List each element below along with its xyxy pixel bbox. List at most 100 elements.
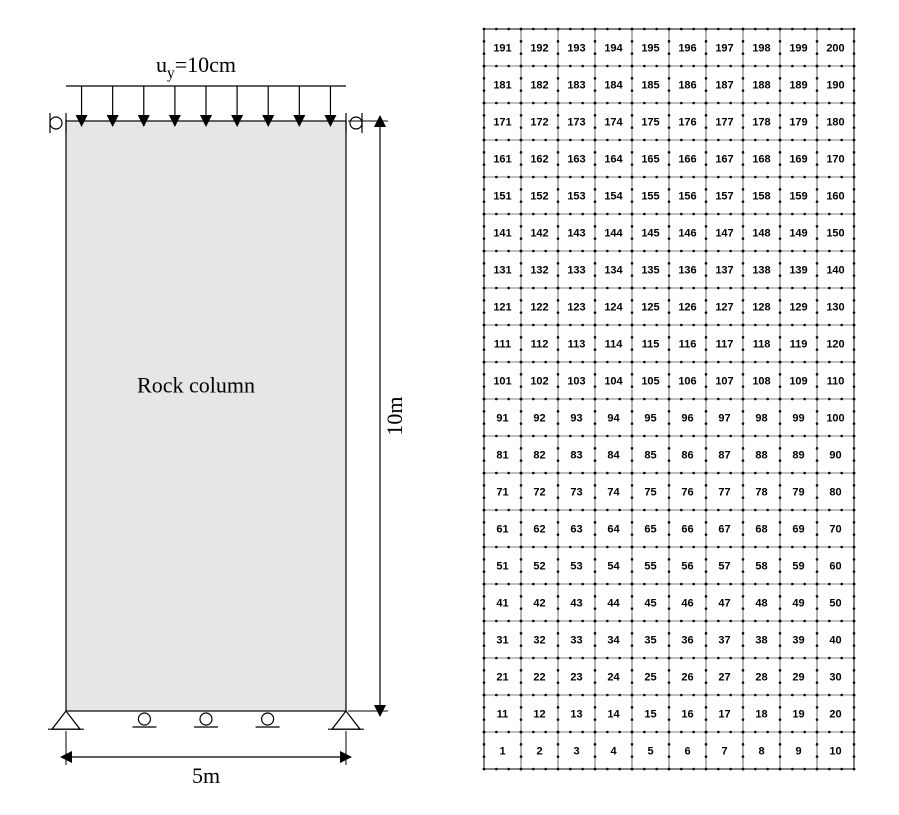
mesh-cell-number: 180: [826, 117, 844, 129]
roller-support-bottom: [256, 713, 280, 727]
mesh-cell-number: 195: [641, 43, 659, 55]
mesh-cell-number: 100: [826, 413, 844, 425]
mesh-cell-number: 186: [678, 80, 696, 92]
mesh-cell-number: 120: [826, 339, 844, 351]
mesh-cell-number: 134: [604, 265, 623, 277]
mesh-cell-number: 141: [493, 228, 511, 240]
mesh-cell-number: 53: [570, 561, 582, 573]
mesh-cell-number: 181: [493, 80, 511, 92]
mesh-cell-number: 158: [752, 191, 770, 203]
mesh-cell-number: 142: [530, 228, 548, 240]
mesh-cell-number: 112: [531, 339, 549, 351]
roller-support-bottom: [194, 713, 218, 727]
mesh-cell-number: 13: [570, 709, 582, 721]
mesh-cell-number: 31: [496, 635, 508, 647]
mesh-cell-number: 182: [530, 80, 548, 92]
mesh-cell-number: 165: [641, 154, 659, 166]
mesh-cell-number: 193: [567, 43, 585, 55]
mesh-cell-number: 101: [493, 376, 511, 388]
mesh-cell-number: 59: [792, 561, 804, 573]
mesh-cell-number: 49: [792, 598, 804, 610]
mesh-cell-number: 97: [718, 413, 730, 425]
mesh-cell-number: 56: [681, 561, 693, 573]
mesh-cell-number: 200: [826, 43, 844, 55]
mesh-cell-number: 155: [641, 191, 659, 203]
mesh-cell-number: 140: [826, 265, 844, 277]
mesh-cell-number: 84: [607, 450, 620, 462]
mesh-cell-number: 115: [642, 339, 660, 351]
mesh-cell-number: 34: [607, 635, 620, 647]
mesh-cell-number: 170: [826, 154, 844, 166]
mesh-cell-number: 151: [493, 191, 511, 203]
mesh-cell-number: 153: [567, 191, 585, 203]
mesh-cell-number: 96: [681, 413, 693, 425]
mesh-cell-number: 105: [641, 376, 659, 388]
mesh-cell-number: 176: [678, 117, 696, 129]
pin-support: [48, 711, 84, 729]
mesh-cell-number: 172: [530, 117, 548, 129]
mesh-cell-number: 38: [755, 635, 767, 647]
rock-column-rect: [66, 121, 346, 711]
roller-support-top: [50, 113, 66, 133]
load-label: uy=10cm: [156, 52, 236, 82]
mesh-cell-number: 5: [647, 746, 653, 758]
mesh-cell-number: 199: [789, 43, 807, 55]
mesh-cell-number: 102: [530, 376, 548, 388]
mesh-cell-number: 124: [604, 302, 623, 314]
mesh-cell-number: 51: [496, 561, 508, 573]
mesh-cell-number: 43: [570, 598, 582, 610]
roller-support-bottom: [132, 713, 156, 727]
mesh-cell-number: 191: [493, 43, 511, 55]
mesh-cell-number: 116: [679, 339, 697, 351]
mesh-cell-number: 37: [718, 635, 730, 647]
mesh-cell-number: 35: [644, 635, 656, 647]
mesh-cell-number: 95: [644, 413, 656, 425]
mesh-cell-number: 82: [533, 450, 545, 462]
mesh-cell-number: 6: [684, 746, 690, 758]
mesh-cell-number: 130: [826, 302, 844, 314]
width-dim-label: 5m: [192, 763, 220, 788]
mesh-cell-number: 62: [533, 524, 545, 536]
mesh-cell-number: 58: [755, 561, 767, 573]
mesh-cell-number: 23: [570, 672, 582, 684]
mesh-cell-number: 157: [715, 191, 733, 203]
mesh-cell-number: 119: [790, 339, 808, 351]
mesh-cell-number: 39: [792, 635, 804, 647]
mesh-cell-number: 185: [641, 80, 659, 92]
mesh-cell-number: 40: [829, 635, 841, 647]
mesh-cell-number: 177: [715, 117, 733, 129]
mesh-cell-number: 48: [755, 598, 767, 610]
mesh-cell-number: 12: [533, 709, 545, 721]
mesh-cell-number: 131: [493, 265, 511, 277]
mesh-cell-number: 121: [493, 302, 511, 314]
mesh-cell-number: 175: [641, 117, 659, 129]
mesh-cell-number: 83: [570, 450, 582, 462]
mesh-cell-number: 167: [715, 154, 733, 166]
mesh-cell-number: 46: [681, 598, 693, 610]
mesh-cell-number: 26: [681, 672, 693, 684]
mesh-cell-number: 8: [758, 746, 764, 758]
roller-support-top: [346, 113, 362, 133]
mesh-cell-number: 22: [533, 672, 545, 684]
mesh-cell-number: 147: [715, 228, 733, 240]
mesh-cell-number: 32: [533, 635, 545, 647]
mesh-cell-number: 18: [755, 709, 767, 721]
mesh-cell-number: 161: [493, 154, 511, 166]
mesh-cell-number: 57: [718, 561, 730, 573]
mesh-cell-number: 55: [644, 561, 656, 573]
mesh-cell-number: 33: [570, 635, 582, 647]
mesh-cell-number: 30: [829, 672, 841, 684]
mesh-cell-number: 50: [829, 598, 841, 610]
mesh-cell-number: 162: [530, 154, 548, 166]
mesh-cell-number: 76: [681, 487, 693, 499]
mesh-cell-number: 183: [567, 80, 585, 92]
mesh-cell-number: 187: [715, 80, 733, 92]
mesh-cell-number: 110: [827, 376, 845, 388]
mesh-cell-number: 118: [753, 339, 771, 351]
mesh-cell-number: 11: [497, 709, 509, 721]
mesh-cell-number: 69: [792, 524, 804, 536]
rock-column-label: Rock column: [137, 372, 255, 397]
mesh-cell-number: 98: [755, 413, 767, 425]
mesh-cell-number: 24: [607, 672, 620, 684]
mesh-cell-number: 47: [718, 598, 730, 610]
